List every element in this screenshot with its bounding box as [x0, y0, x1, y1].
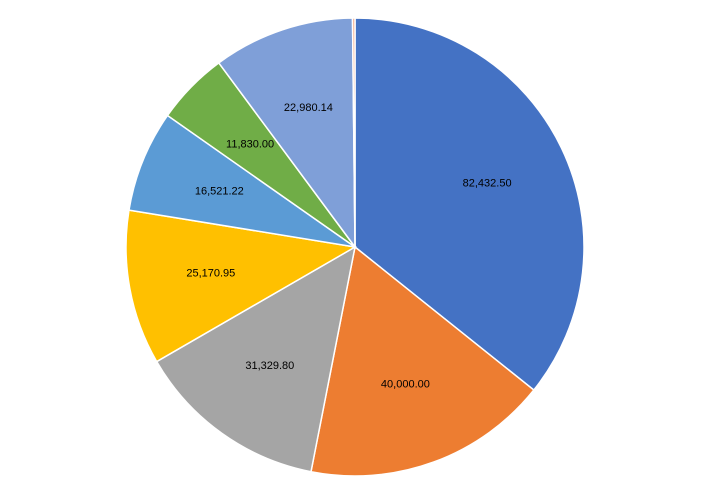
data-label-slice-4: 25,170.95: [186, 267, 235, 279]
data-label-slice-3: 31,329.80: [245, 360, 294, 372]
data-label-slice-1: 82,432.50: [463, 177, 512, 189]
pie-slice-5: [128, 114, 356, 248]
pie-slice-8: [351, 17, 356, 248]
pie-data-labels: 82,432.50 40,000.00 31,329.80 25,170.95 16,5…: [186, 102, 511, 391]
data-label-slice-2: 40,000.00: [381, 379, 430, 391]
data-label-slice-5: 16,521.22: [195, 186, 244, 198]
pie-slice-7: [217, 17, 356, 250]
pie-slice-4: [125, 209, 358, 363]
pie-slice-2: [310, 245, 535, 477]
pie-slice-1: [354, 17, 585, 392]
pie-slices: [125, 17, 585, 477]
data-label-slice-6: 11,830.00: [226, 139, 274, 151]
pie-slice-3: [155, 245, 357, 473]
data-label-slice-7: 22,980.14: [284, 102, 333, 114]
